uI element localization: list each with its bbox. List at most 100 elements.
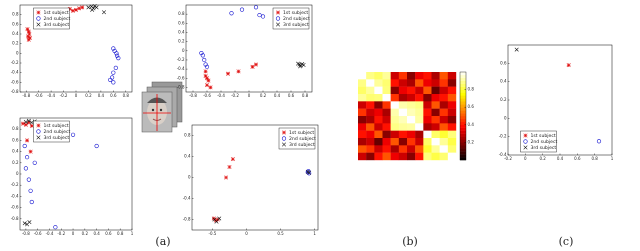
marker: [70, 8, 75, 13]
marker: [111, 80, 116, 85]
legend-box: [33, 120, 70, 143]
heatmap-cell: [447, 130, 457, 139]
heatmap-cell: [407, 152, 416, 161]
caption: (a): [155, 235, 170, 248]
colorbar-slice: [460, 133, 466, 137]
heatmap-cell: [447, 72, 457, 80]
heatmap-cell: [415, 94, 424, 102]
marker: [250, 64, 255, 69]
heatmap-cell: [431, 116, 440, 124]
heatmap-cell: [382, 72, 391, 80]
colorbar-slice: [460, 72, 466, 76]
legend-box: [33, 7, 70, 30]
y-tick-label: -0.6: [177, 75, 185, 80]
heatmap-cell: [423, 79, 432, 87]
marker: [22, 221, 27, 226]
x-tick-label: -0.8: [189, 93, 197, 98]
heatmap-cell: [447, 145, 457, 153]
x-tick-label: 0.4: [98, 93, 105, 98]
marker: [230, 157, 235, 162]
heatmap-cell: [358, 86, 367, 95]
heatmap-cell: [407, 101, 416, 109]
marker: [67, 6, 72, 11]
x-tick-label: -0.8: [22, 93, 30, 98]
heatmap-cell: [423, 138, 432, 146]
legend-label: 2nd subject: [43, 16, 70, 22]
heatmap-cell: [423, 123, 432, 131]
y-tick-label: -0.8: [11, 89, 19, 94]
x-tick-label: 0: [524, 156, 527, 161]
colorbar-slice: [460, 130, 466, 134]
heatmap-cell: [374, 94, 383, 102]
heatmap-cell: [374, 101, 383, 109]
legend-label: 2nd subject: [289, 136, 316, 142]
y-tick-label: 0.8: [12, 126, 19, 131]
y-tick-label: 0: [16, 50, 19, 55]
heatmap-cell: [382, 123, 391, 131]
heatmap-cell: [415, 152, 424, 161]
heatmap-cell: [366, 79, 375, 87]
colorbar-slice: [460, 139, 466, 143]
x-tick-label: 0.8: [591, 156, 598, 161]
marker: [86, 5, 91, 10]
marker: [26, 37, 31, 42]
heatmap-cell: [382, 152, 391, 161]
heatmap-cell: [390, 86, 400, 95]
heatmap-cell: [358, 94, 367, 102]
x-tick-label: 0.8: [302, 93, 309, 98]
heatmap-cell: [398, 152, 408, 161]
heatmap-cell: [407, 116, 416, 124]
heatmap-cell: [431, 138, 440, 146]
heatmap-cell: [390, 94, 400, 102]
x-tick-label: -0.6: [35, 93, 43, 98]
marker: [26, 120, 31, 125]
heatmap-cell: [407, 72, 416, 80]
heatmap-cell: [423, 145, 432, 153]
colorbar-slice: [460, 98, 466, 102]
marker: [23, 119, 28, 124]
y-tick-label: -0.4: [183, 196, 191, 201]
heatmap-cell: [382, 94, 391, 102]
x-tick-label: 0.4: [93, 231, 100, 236]
heatmap-cell: [447, 152, 457, 161]
heatmap-cell: [431, 79, 440, 87]
heatmap-cell: [382, 130, 391, 139]
heatmap-cell: [374, 108, 383, 117]
x-tick-label: -0.2: [57, 231, 65, 236]
y-tick-label: 0: [16, 171, 19, 176]
colorbar-slice: [460, 89, 466, 93]
marker: [257, 12, 262, 18]
colorbar-slice: [460, 127, 466, 131]
marker: [596, 139, 602, 144]
marker: [203, 73, 208, 78]
heatmap-cell: [358, 116, 367, 124]
colorbar-label: 0.2: [468, 139, 475, 144]
marker: [206, 78, 211, 83]
heatmap-cell: [390, 152, 400, 161]
marker: [25, 138, 30, 143]
heatmap-cell: [398, 108, 408, 117]
heatmap-cell: [447, 138, 457, 146]
y-tick-label: 0.2: [12, 160, 19, 165]
legend-marker: [281, 142, 287, 147]
x-tick-label: 0.6: [288, 93, 295, 98]
heatmap-cell: [439, 138, 449, 146]
heatmap-cell: [382, 86, 391, 95]
heatmap-cell: [390, 123, 400, 131]
marker: [108, 77, 113, 83]
y-tick-label: -0.6: [11, 79, 19, 84]
heatmap-cell: [382, 138, 391, 146]
y-tick-label: 0.8: [12, 12, 19, 17]
heatmap-cell: [374, 130, 383, 139]
legend-marker: [36, 135, 41, 140]
legend-label: 1st subject: [43, 123, 68, 129]
colorbar-slice: [460, 157, 466, 161]
x-tick-label: 0.8: [117, 231, 124, 236]
heatmap-cell: [415, 79, 424, 87]
legend-marker: [36, 16, 41, 21]
marker: [204, 64, 210, 69]
y-tick-label: -0.8: [183, 217, 191, 222]
marker: [113, 65, 118, 70]
x-tick-label: 0.5: [277, 231, 284, 236]
